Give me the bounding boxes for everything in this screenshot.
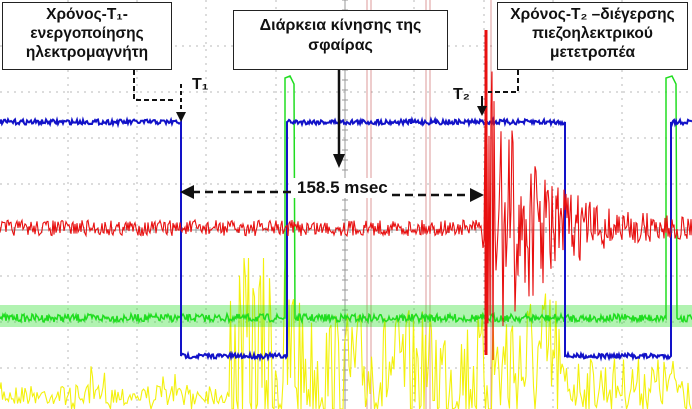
duration-measurement-label: 158.5 msec: [293, 178, 392, 198]
t1-arrowhead: [176, 112, 186, 122]
trace-layer: [0, 30, 692, 409]
t2-arrowhead: [477, 106, 487, 116]
t2-box-line-2: πιεζοηλεκτρικού: [532, 24, 653, 42]
green-trace: [0, 75, 692, 325]
duration-box-line-2: σφαίρας: [308, 36, 373, 54]
green-trace-band: [0, 305, 692, 327]
blue-trace: [0, 116, 692, 362]
t1-box-line-3: ηλεκτρομαγνήτη: [25, 43, 149, 61]
ball-motion-duration-box: Διάρκεια κίνησης της σφαίρας: [233, 10, 448, 70]
duration-arrowhead: [333, 154, 345, 168]
red-trace: [0, 71, 692, 361]
annotation-layer: [133, 70, 519, 202]
yellow-trace: [0, 257, 692, 409]
t2-marker-label: T₂: [453, 86, 470, 103]
t1-marker-label: T₁: [192, 76, 209, 93]
t2-excitation-time-box: Χρόνος-T₂ –διέγερσης πιεζοηλεκτρικού μετ…: [497, 2, 688, 70]
t2-box-line-3: μετετροπέα: [549, 43, 636, 61]
t1-box-line-2: ενεργοποίησης: [30, 24, 144, 42]
t2-pointer-line: [488, 70, 519, 93]
measurement-arrowhead-right: [470, 188, 484, 202]
duration-box-line-1: Διάρκεια κίνησης της: [259, 17, 422, 34]
measurement-arrowhead-left: [180, 185, 194, 199]
t1-box-line-1: Χρόνος-T₁-: [46, 6, 128, 23]
t1-pointer-line: [133, 70, 176, 101]
t2-box-line-1: Χρόνος-T₂ –διέγερσης: [510, 6, 675, 23]
t1-activation-time-box: Χρόνος-T₁- ενεργοποίησης ηλεκτρομαγνήτη: [2, 2, 172, 70]
